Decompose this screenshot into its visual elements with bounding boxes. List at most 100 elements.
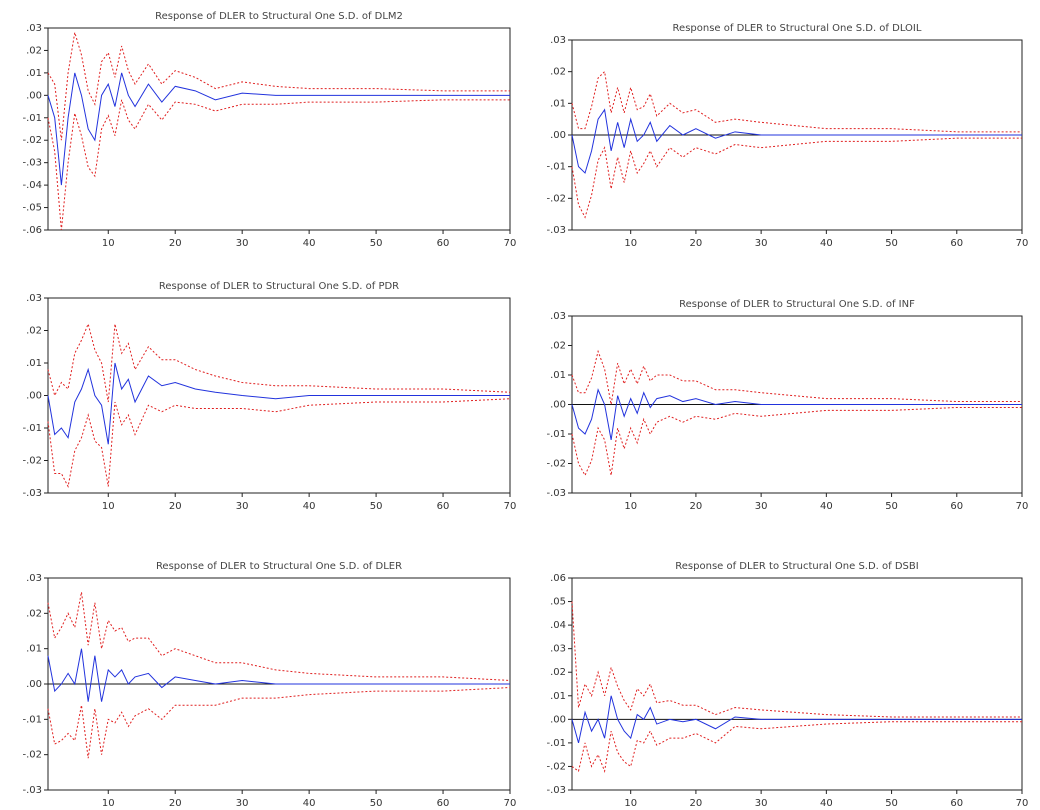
y-tick-label: -.03 bbox=[546, 785, 566, 796]
x-tick-label: 30 bbox=[236, 798, 249, 809]
y-tick-label: .02 bbox=[26, 326, 42, 337]
x-tick-label: 10 bbox=[102, 238, 115, 249]
y-tick-label: .00 bbox=[550, 130, 566, 141]
y-tick-label: -.01 bbox=[22, 423, 42, 434]
x-tick-label: 60 bbox=[950, 238, 963, 249]
x-tick-label: 10 bbox=[102, 798, 115, 809]
x-tick-label: 30 bbox=[755, 238, 768, 249]
x-tick-label: 30 bbox=[236, 238, 249, 249]
response-line bbox=[572, 72, 1022, 132]
x-tick-label: 10 bbox=[624, 798, 637, 809]
y-tick-label: .03 bbox=[26, 23, 42, 34]
y-tick-label: .04 bbox=[550, 620, 566, 631]
y-tick-label: -.01 bbox=[546, 162, 566, 173]
x-tick-label: 20 bbox=[690, 501, 703, 512]
x-tick-label: 40 bbox=[303, 501, 316, 512]
x-tick-label: 30 bbox=[755, 501, 768, 512]
x-tick-label: 60 bbox=[437, 501, 450, 512]
x-tick-label: 60 bbox=[950, 798, 963, 809]
y-tick-label: -.03 bbox=[22, 158, 42, 169]
x-tick-label: 40 bbox=[303, 798, 316, 809]
y-tick-label: .02 bbox=[550, 341, 566, 352]
y-tick-label: .02 bbox=[26, 45, 42, 56]
response-line bbox=[572, 110, 1022, 173]
chart-title: Response of DLER to Structural One S.D. … bbox=[673, 23, 922, 34]
response-line bbox=[48, 649, 510, 702]
chart-title: Response of DLER to Structural One S.D. … bbox=[159, 281, 399, 292]
x-tick-label: 40 bbox=[820, 798, 833, 809]
chart-title: Response of DLER to Structural One S.D. … bbox=[156, 561, 402, 572]
y-tick-label: .03 bbox=[550, 35, 566, 46]
y-tick-label: -.03 bbox=[546, 488, 566, 499]
chart-title: Response of DLER to Structural One S.D. … bbox=[675, 561, 918, 572]
chart-title: Response of DLER to Structural One S.D. … bbox=[155, 11, 403, 22]
x-tick-label: 20 bbox=[169, 238, 182, 249]
y-tick-label: -.03 bbox=[22, 785, 42, 796]
y-tick-label: .01 bbox=[550, 98, 566, 109]
y-tick-label: .00 bbox=[26, 391, 42, 402]
response-line bbox=[572, 602, 1022, 717]
y-tick-label: .00 bbox=[550, 400, 566, 411]
y-tick-label: .00 bbox=[26, 679, 42, 690]
x-tick-label: 20 bbox=[169, 501, 182, 512]
x-tick-label: 70 bbox=[1016, 238, 1029, 249]
x-tick-label: 70 bbox=[1016, 501, 1029, 512]
y-tick-label: -.02 bbox=[22, 750, 42, 761]
response-line bbox=[48, 688, 510, 759]
response-line bbox=[48, 363, 510, 444]
x-tick-label: 60 bbox=[437, 798, 450, 809]
x-tick-label: 60 bbox=[950, 501, 963, 512]
y-tick-label: .05 bbox=[550, 597, 566, 608]
y-tick-label: .06 bbox=[550, 573, 566, 584]
y-tick-label: .01 bbox=[550, 691, 566, 702]
y-tick-label: -.03 bbox=[22, 488, 42, 499]
y-tick-label: .01 bbox=[26, 358, 42, 369]
y-tick-label: -.01 bbox=[22, 714, 42, 725]
y-tick-label: .01 bbox=[550, 370, 566, 381]
x-tick-label: 40 bbox=[820, 501, 833, 512]
y-tick-label: .02 bbox=[550, 667, 566, 678]
y-tick-label: -.03 bbox=[546, 225, 566, 236]
plot-frame bbox=[48, 28, 510, 230]
y-tick-label: .03 bbox=[26, 573, 42, 584]
y-tick-label: -.01 bbox=[546, 429, 566, 440]
chart-title: Response of DLER to Structural One S.D. … bbox=[679, 299, 915, 310]
plot-frame bbox=[572, 578, 1022, 790]
y-tick-label: -.06 bbox=[22, 225, 42, 236]
x-tick-label: 10 bbox=[624, 238, 637, 249]
y-tick-label: .03 bbox=[26, 293, 42, 304]
x-tick-label: 60 bbox=[437, 238, 450, 249]
y-tick-label: -.02 bbox=[546, 761, 566, 772]
x-tick-label: 70 bbox=[1016, 798, 1029, 809]
response-line bbox=[572, 351, 1022, 404]
y-tick-label: -.01 bbox=[22, 113, 42, 124]
x-tick-label: 70 bbox=[504, 238, 517, 249]
response-line bbox=[48, 399, 510, 487]
x-tick-label: 10 bbox=[102, 501, 115, 512]
y-tick-label: .02 bbox=[550, 67, 566, 78]
y-tick-label: .03 bbox=[550, 644, 566, 655]
response-line bbox=[572, 407, 1022, 475]
x-tick-label: 70 bbox=[504, 798, 517, 809]
x-tick-label: 20 bbox=[169, 798, 182, 809]
x-tick-label: 10 bbox=[624, 501, 637, 512]
x-tick-label: 30 bbox=[236, 501, 249, 512]
y-tick-label: -.02 bbox=[22, 456, 42, 467]
x-tick-label: 50 bbox=[370, 238, 383, 249]
y-tick-label: .02 bbox=[26, 608, 42, 619]
x-tick-label: 50 bbox=[885, 798, 898, 809]
x-tick-label: 20 bbox=[690, 798, 703, 809]
y-tick-label: .00 bbox=[26, 90, 42, 101]
y-tick-label: .01 bbox=[26, 644, 42, 655]
y-tick-label: -.02 bbox=[546, 459, 566, 470]
y-tick-label: .03 bbox=[550, 311, 566, 322]
x-tick-label: 50 bbox=[370, 798, 383, 809]
response-line bbox=[48, 592, 510, 680]
x-tick-label: 50 bbox=[370, 501, 383, 512]
response-line bbox=[48, 100, 510, 230]
x-tick-label: 50 bbox=[885, 238, 898, 249]
response-line bbox=[572, 390, 1022, 440]
response-line bbox=[48, 324, 510, 402]
y-tick-label: .01 bbox=[26, 68, 42, 79]
y-tick-label: -.02 bbox=[22, 135, 42, 146]
